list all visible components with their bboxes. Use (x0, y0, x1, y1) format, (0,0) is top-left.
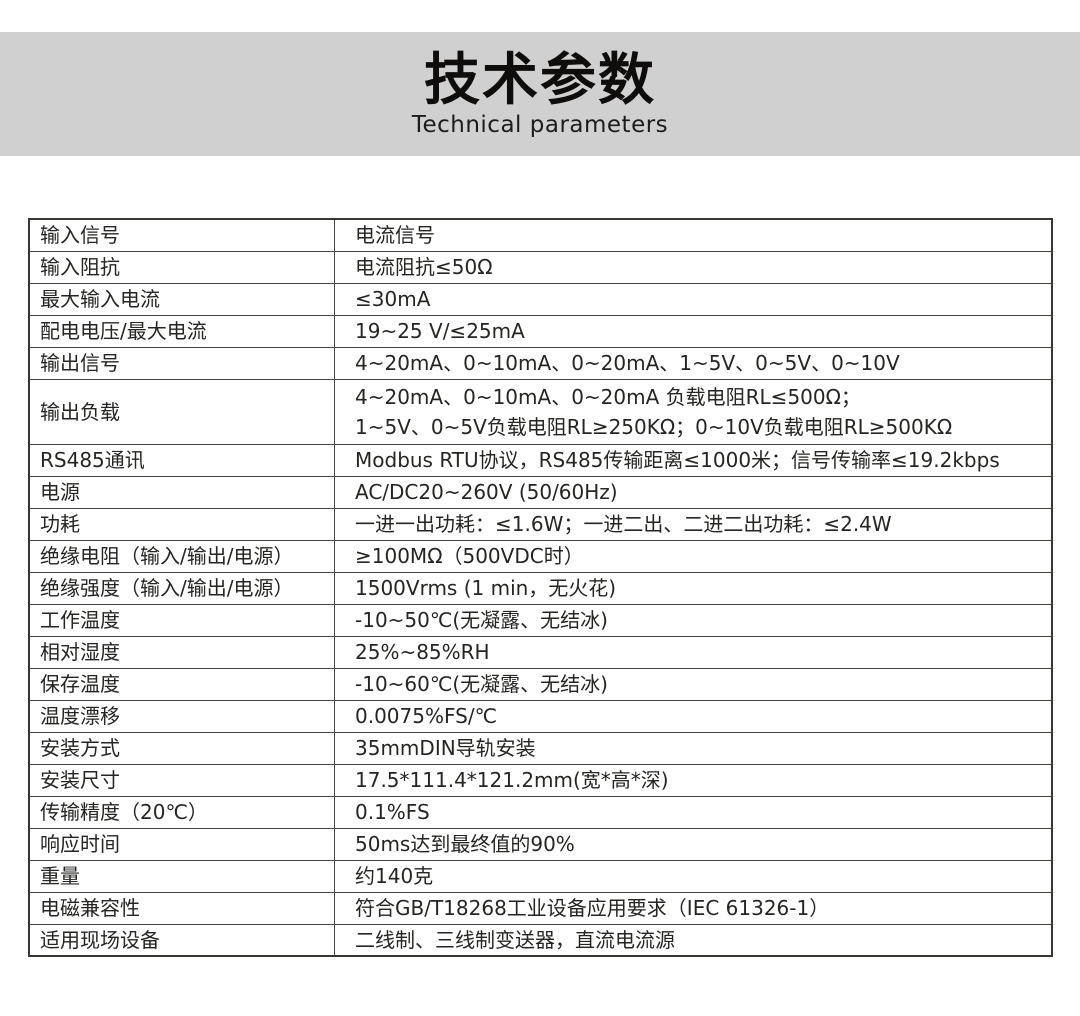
table-row: 安装方式 35mmDIN导轨安装 (28, 731, 1053, 765)
param-label: 绝缘电阻（输入/输出/电源） (28, 539, 335, 573)
table-row: 绝缘强度（输入/输出/电源） 1500Vrms (1 min，无火花) (28, 571, 1053, 605)
param-value: 25%~85%RH (334, 635, 1053, 669)
param-label: 适用现场设备 (28, 923, 335, 957)
header-band: 技术参数 Technical parameters (0, 32, 1080, 156)
param-value: 电流信号 (334, 218, 1053, 252)
table-row: 绝缘电阻（输入/输出/电源） ≥100MΩ（500VDC时） (28, 539, 1053, 573)
table-row: 响应时间 50ms达到最终值的90% (28, 827, 1053, 861)
table-row: 配电电压/最大电流 19~25 V/≤25mA (28, 314, 1053, 348)
param-value: 4~20mA、0~10mA、0~20mA 负载电阻RL≤500Ω； 1~5V、0… (334, 378, 1053, 445)
table-row: 安装尺寸 17.5*111.4*121.2mm(宽*高*深) (28, 763, 1053, 797)
param-value: 0.1%FS (334, 795, 1053, 829)
param-label: 电磁兼容性 (28, 891, 335, 925)
table-row: 工作温度 -10~50℃(无凝露、无结冰) (28, 603, 1053, 637)
page-subtitle: Technical parameters (411, 112, 669, 139)
param-label: 安装方式 (28, 731, 335, 765)
param-value: ≥100MΩ（500VDC时） (334, 539, 1053, 573)
table-row: 传输精度（20℃） 0.1%FS (28, 795, 1053, 829)
spec-table: 输入信号 电流信号 输入阻抗 电流阻抗≤50Ω 最大输入电流 ≤30mA 配电电… (28, 218, 1053, 957)
param-label: 保存温度 (28, 667, 335, 701)
table-row: 输入阻抗 电流阻抗≤50Ω (28, 250, 1053, 284)
param-label: 电源 (28, 475, 335, 509)
param-value: 约140克 (334, 859, 1053, 893)
param-value: 50ms达到最终值的90% (334, 827, 1053, 861)
param-value: 4~20mA、0~10mA、0~20mA、1~5V、0~5V、0~10V (334, 346, 1053, 380)
page-title: 技术参数 (424, 47, 656, 113)
table-row: 电磁兼容性 符合GB/T18268工业设备应用要求（IEC 61326-1） (28, 891, 1053, 925)
param-label: RS485通讯 (28, 443, 335, 477)
table-row: 适用现场设备 二线制、三线制变送器，直流电流源 (28, 923, 1053, 957)
param-label: 最大输入电流 (28, 282, 335, 316)
param-label: 安装尺寸 (28, 763, 335, 797)
param-label: 配电电压/最大电流 (28, 314, 335, 348)
param-label: 相对湿度 (28, 635, 335, 669)
param-value: 1500Vrms (1 min，无火花) (334, 571, 1053, 605)
table-row: 电源 AC/DC20~260V (50/60Hz) (28, 475, 1053, 509)
param-value: 17.5*111.4*121.2mm(宽*高*深) (334, 763, 1053, 797)
param-label: 工作温度 (28, 603, 335, 637)
param-label: 输入阻抗 (28, 250, 335, 284)
param-value: -10~50℃(无凝露、无结冰) (334, 603, 1053, 637)
param-label: 响应时间 (28, 827, 335, 861)
param-value: -10~60℃(无凝露、无结冰) (334, 667, 1053, 701)
table-row: 温度漂移 0.0075%FS/℃ (28, 699, 1053, 733)
param-label: 重量 (28, 859, 335, 893)
table-row: 重量 约140克 (28, 859, 1053, 893)
table-row: 相对湿度 25%~85%RH (28, 635, 1053, 669)
param-label: 温度漂移 (28, 699, 335, 733)
param-value: AC/DC20~260V (50/60Hz) (334, 475, 1053, 509)
param-value: 一进一出功耗：≤1.6W；一进二出、二进二出功耗：≤2.4W (334, 507, 1053, 541)
table-row: RS485通讯 Modbus RTU协议，RS485传输距离≤1000米；信号传… (28, 443, 1053, 477)
param-label: 绝缘强度（输入/输出/电源） (28, 571, 335, 605)
param-value: ≤30mA (334, 282, 1053, 316)
param-value: 电流阻抗≤50Ω (334, 250, 1053, 284)
param-label: 传输精度（20℃） (28, 795, 335, 829)
param-label: 输出负载 (28, 378, 335, 445)
table-row: 输出负载 4~20mA、0~10mA、0~20mA 负载电阻RL≤500Ω； 1… (28, 378, 1053, 445)
table-row: 功耗 一进一出功耗：≤1.6W；一进二出、二进二出功耗：≤2.4W (28, 507, 1053, 541)
param-label: 输出信号 (28, 346, 335, 380)
param-value: 二线制、三线制变送器，直流电流源 (334, 923, 1053, 957)
param-label: 输入信号 (28, 218, 335, 252)
table-row: 保存温度 -10~60℃(无凝露、无结冰) (28, 667, 1053, 701)
table-row: 输入信号 电流信号 (28, 218, 1053, 252)
param-value: 0.0075%FS/℃ (334, 699, 1053, 733)
table-row: 输出信号 4~20mA、0~10mA、0~20mA、1~5V、0~5V、0~10… (28, 346, 1053, 380)
param-label: 功耗 (28, 507, 335, 541)
table-row: 最大输入电流 ≤30mA (28, 282, 1053, 316)
param-value: Modbus RTU协议，RS485传输距离≤1000米；信号传输率≤19.2k… (334, 443, 1053, 477)
param-value: 19~25 V/≤25mA (334, 314, 1053, 348)
param-value: 35mmDIN导轨安装 (334, 731, 1053, 765)
param-value: 符合GB/T18268工业设备应用要求（IEC 61326-1） (334, 891, 1053, 925)
